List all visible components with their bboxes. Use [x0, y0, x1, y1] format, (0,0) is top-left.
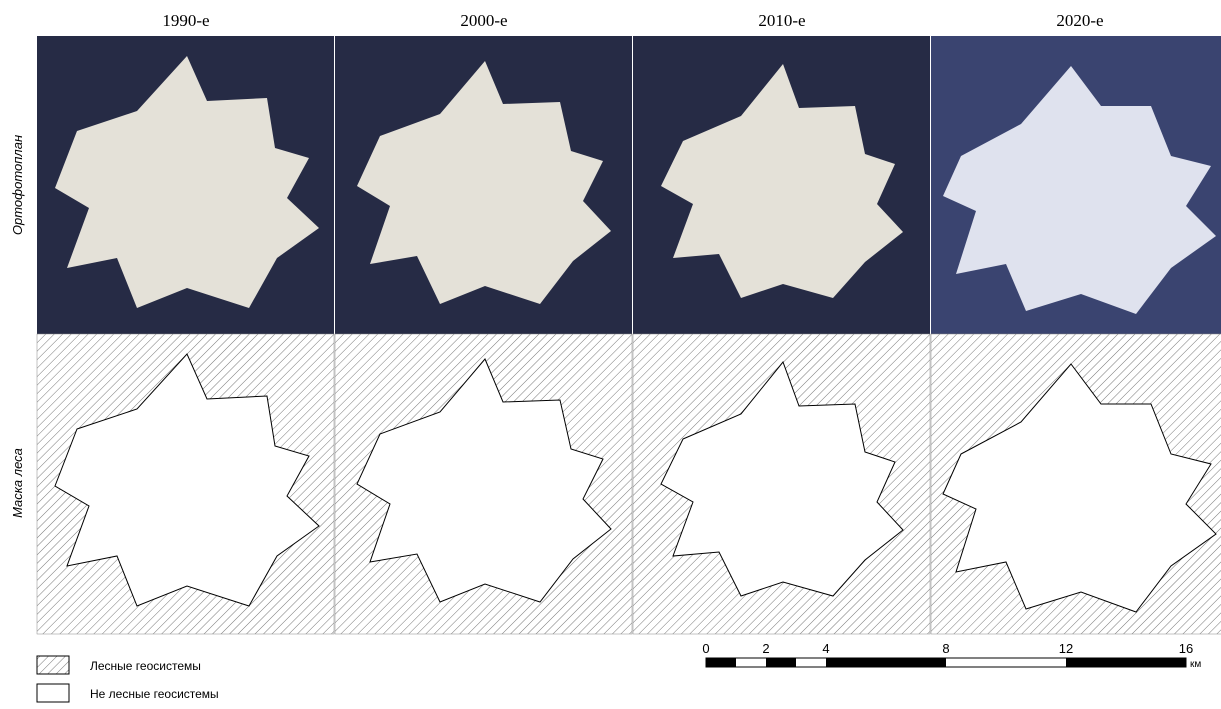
column-header: 1990-е: [162, 11, 209, 30]
orthophoto: [37, 36, 334, 334]
forest-mask: [931, 334, 1221, 634]
scale-tick-label: 0: [702, 641, 709, 656]
scale-tick-label: 8: [942, 641, 949, 656]
scale-tick-label: 16: [1179, 641, 1193, 656]
figure: Лесные геосистемы Не лесные геосистемы 0…: [0, 0, 1221, 704]
orthophoto: [931, 36, 1221, 334]
legend-swatch-forest: [37, 656, 69, 674]
orthophoto: [335, 36, 632, 334]
legend-label: Лесные геосистемы: [90, 659, 201, 673]
scale-tick-label: 12: [1059, 641, 1073, 656]
orthophoto: [633, 36, 930, 334]
row-label: Маска леса: [10, 448, 25, 518]
row-label: Ортофотоплан: [10, 135, 25, 235]
forest-mask: [335, 334, 632, 634]
scale-tick-label: 4: [822, 641, 829, 656]
scale-unit: км: [1190, 659, 1201, 670]
scale-bar: [706, 658, 1186, 667]
panels: [37, 36, 1221, 634]
forest-mask: [633, 334, 930, 634]
column-header: 2000-е: [460, 11, 507, 30]
column-header: 2010-е: [758, 11, 805, 30]
legend-label: Не лесные геосистемы: [90, 687, 219, 701]
scale-tick-label: 2: [762, 641, 769, 656]
forest-mask: [37, 334, 334, 634]
legend-swatch-nonforest: [37, 684, 69, 702]
column-header: 2020-е: [1056, 11, 1103, 30]
